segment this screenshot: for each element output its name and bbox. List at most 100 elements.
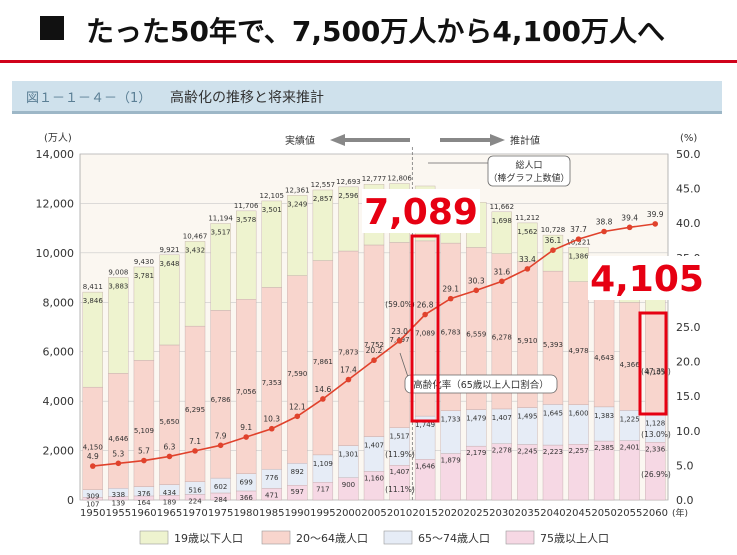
bar-20-64 (236, 299, 257, 474)
bar-0-19-label: 3,578 (236, 216, 256, 224)
bar-0-19 (133, 266, 155, 361)
bar-20-64-label: 6,559 (466, 330, 486, 338)
bar-20-64-label: 7,861 (313, 358, 333, 366)
bar-65-74-label: 338 (112, 491, 125, 499)
y-tick-right-label: 0.0 (676, 494, 694, 507)
bar-65-74-label: 516 (188, 487, 202, 495)
population-chart: 図１－１－４－（1） 高齢化の推移と将来推計 (万人) (%) 実績値 推計値 … (12, 81, 722, 545)
bar-75-plus-label: 1,879 (441, 457, 461, 465)
bar-75-plus-label: 2,223 (543, 448, 563, 456)
y-tick-left-label: 6,000 (43, 346, 75, 359)
bar-0-19 (82, 291, 103, 388)
aging-rate-point (499, 278, 505, 285)
bar-20-64-label: 5,910 (517, 337, 537, 345)
total-label: 8,411 (83, 283, 103, 291)
figure-title: 高齢化の推移と将来推計 (170, 89, 324, 106)
bar-65-74-label: 602 (214, 483, 227, 491)
aging-rate-point (268, 425, 275, 432)
total-label: 12,361 (285, 186, 310, 194)
bar-65-74-label: 699 (239, 479, 252, 487)
bar-65-74-label: 1,600 (568, 410, 588, 418)
bar-65-74-label: 1,517 (390, 433, 410, 441)
bar-0-19 (491, 211, 512, 254)
bar-65-74-label: 1,645 (543, 409, 563, 417)
bar-20-64 (568, 281, 589, 405)
legend: 19歳以下人口 20～64歳人口 65～74歳人口 75歳以上人口 (139, 530, 609, 545)
total-label: 12,105 (259, 192, 284, 200)
bar-65-74-label: 892 (291, 468, 304, 476)
x-tick-label: 1950 (80, 508, 105, 519)
aging-rate-point (115, 460, 122, 467)
figure-header-band (12, 81, 722, 111)
y-tick-right-label: 10.0 (676, 425, 701, 438)
x-axis: 1950 1955 1960 1965 1970 1975 1980 1985 1990 1995… (80, 507, 688, 519)
projection-arrow-icon (440, 134, 505, 146)
headline: たった50年で、7,500万人から4,100万人へ (0, 0, 737, 60)
aging-rate-label: 29.1 (442, 285, 459, 294)
bar-65-74-label: 1,733 (441, 416, 461, 424)
aging-rate-label: 4.9 (87, 452, 99, 461)
legend-label: 75歳以上人口 (540, 532, 609, 545)
bar-0-19 (159, 254, 180, 346)
x-tick-label: 2040 (540, 508, 565, 519)
legend-swatch (261, 530, 291, 545)
bar-20-64 (593, 291, 615, 408)
total-label: 11,706 (234, 202, 259, 210)
bar-20-64-label: 6,278 (492, 334, 512, 342)
bar-65-74-label: 1,407 (492, 414, 512, 422)
bar-65-74-label: 1,128 (645, 419, 665, 427)
bar-20-64-label: 4,150 (83, 443, 103, 451)
total-label: 11,212 (515, 214, 540, 222)
aging-rate-point (141, 457, 147, 464)
bar-65-74-label: 1,407 (364, 442, 384, 450)
total-note-line2: （棒グラフ上数値） (488, 172, 569, 184)
square-bullet-icon (40, 16, 64, 40)
bar-20-64-label: 5,650 (159, 418, 179, 426)
total-label: 11,662 (490, 203, 515, 211)
bar-75-plus-label: 284 (214, 496, 228, 504)
bar-75-plus-label: 164 (137, 499, 151, 507)
bar-0-19-label: 1,698 (492, 217, 512, 225)
aging-rate-line: 4.9 5.3 5.7 6.3 7.1 7.9 9.1 10.3 12.1 14.6 17.4 20.… (87, 210, 664, 469)
aging-rate-point (652, 221, 659, 227)
aging-rate-point (550, 247, 556, 253)
bar-0-19 (287, 195, 308, 276)
bar-0-19-label: 3,846 (83, 297, 104, 305)
bar-20-64-label: 7,056 (236, 388, 257, 396)
bar-20-64-label: 5,393 (543, 341, 563, 349)
y-tick-right-label: 20.0 (676, 356, 701, 369)
bar-75-plus-label: 471 (265, 491, 278, 499)
y-tick-right-label: 45.0 (676, 183, 701, 196)
aging-rate-point (626, 224, 633, 231)
bar-20-64-label: 6,783 (441, 329, 461, 337)
x-tick-label: 1955 (106, 508, 131, 519)
bar-75-plus-label: 139 (112, 500, 125, 508)
bar-20-64-label: 6,295 (185, 406, 205, 414)
bar-20-64 (108, 373, 129, 489)
bar-0-19-label: 3,501 (262, 206, 282, 214)
bar-20-64 (133, 360, 155, 487)
aging-rate-label: 7.9 (215, 431, 227, 440)
bar-20-64-label: 4,366 (620, 361, 641, 369)
y-tick-right-label: 5.0 (676, 459, 694, 472)
bar-0-19 (542, 234, 564, 272)
bar-0-19 (312, 189, 334, 261)
x-tick-label: 2050 (591, 508, 616, 519)
headline-underline (0, 60, 737, 63)
p2060-old65: (13.0%) (641, 430, 671, 439)
x-tick-label: 1960 (131, 508, 156, 519)
projection-label: 推計値 (510, 134, 540, 147)
y-axis-right-unit: (%) (680, 133, 697, 144)
legend-label: 65～74歳人口 (418, 532, 490, 545)
bar-0-19-label: 2,596 (338, 192, 359, 200)
legend-swatch (383, 530, 413, 545)
aging-rate-point (524, 266, 531, 272)
aging-rate-label: 37.7 (570, 225, 587, 234)
callout-right-bg (588, 256, 706, 300)
bar-65-74-label: 376 (137, 490, 151, 498)
bar-75-plus-label: 107 (86, 500, 99, 508)
total-label: 12,777 (362, 175, 387, 183)
x-tick-label: 2005 (361, 508, 386, 519)
y-tick-left-label: 2,000 (43, 445, 75, 458)
aging-rate-point (192, 448, 198, 454)
